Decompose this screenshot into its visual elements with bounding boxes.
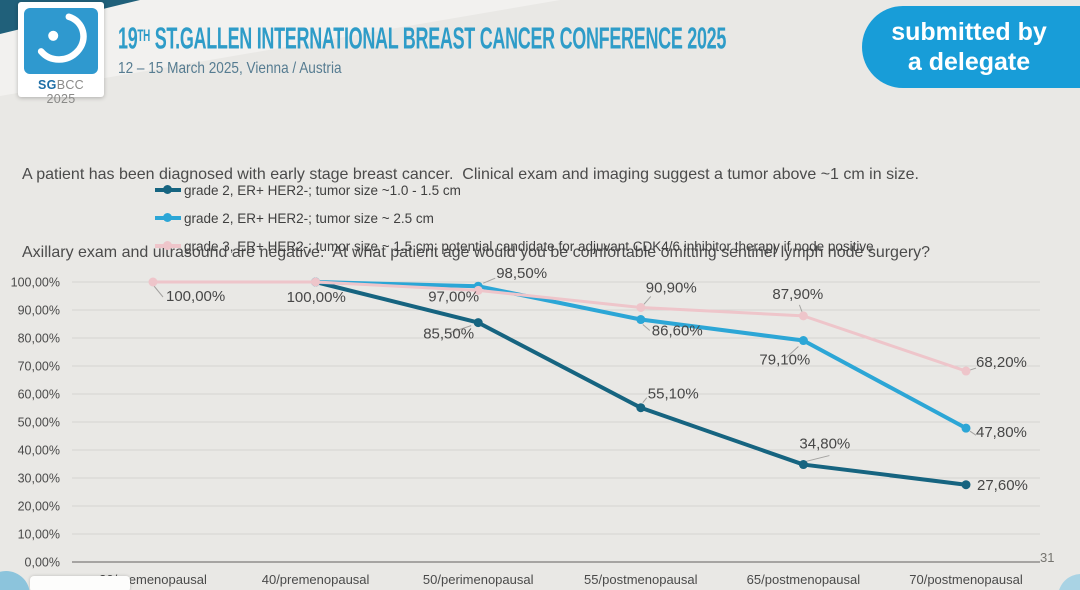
data-point-label: 87,90%: [772, 286, 823, 303]
legend-item: grade 2, ER+ HER2-; tumor size ~ 2.5 cm: [155, 204, 874, 232]
breast-ribbon-icon: [37, 13, 87, 63]
bottom-left-card: [30, 576, 130, 590]
data-point: [798, 460, 808, 470]
data-point: [473, 318, 483, 328]
data-point: [636, 315, 646, 325]
data-point: [473, 285, 483, 295]
x-axis-category-label: 40/premenopausal: [262, 572, 370, 587]
data-point: [148, 277, 158, 287]
data-point-label: 100,00%: [166, 288, 225, 305]
data-point-label: 55,10%: [648, 386, 699, 403]
legend-label: grade 2, ER+ HER2-; tumor size ~1.0 - 1.…: [184, 182, 461, 198]
question-line1: A patient has been diagnosed with early …: [22, 166, 919, 183]
data-point-label: 97,00%: [428, 288, 479, 305]
question-text: A patient has been diagnosed with early …: [22, 110, 1067, 318]
sgbcc-logo-card: SGBCC 2025: [18, 2, 104, 106]
y-axis-tick-label: 60,00%: [18, 388, 60, 402]
data-point-label: 47,80%: [976, 424, 1027, 441]
logo-rest: BCC 2025: [46, 78, 84, 106]
label-leader-line: [483, 277, 496, 284]
y-axis-tick-label: 70,00%: [18, 360, 60, 374]
logo-caption: SGBCC 2025: [24, 78, 98, 106]
y-axis-tick-label: 80,00%: [18, 332, 60, 346]
data-point: [311, 277, 321, 287]
data-point: [961, 423, 971, 433]
label-leader-line: [642, 397, 648, 404]
label-leader-line: [969, 430, 977, 436]
label-leader-line: [643, 296, 652, 305]
series-line: [315, 280, 967, 487]
label-leader-line: [153, 285, 164, 298]
legend-marker-icon: [155, 213, 181, 223]
label-leader-line: [786, 346, 799, 358]
legend-label: grade 3, ER+ HER2-; tumor size ~ 1.5 cm;…: [184, 238, 874, 254]
data-point: [636, 403, 646, 413]
logo-sg: SG: [38, 78, 57, 92]
data-point-label: 34,80%: [799, 436, 850, 453]
label-leader-line: [450, 325, 472, 334]
y-axis-tick-label: 50,00%: [18, 416, 60, 430]
x-axis-category-label: 70/postmenopausal: [909, 572, 1023, 587]
y-axis-tick-label: 0,00%: [25, 556, 60, 570]
header-titles: 19TH ST.GALLEN INTERNATIONAL BREAST CANC…: [118, 21, 1080, 78]
y-axis-tick-label: 100,00%: [11, 276, 60, 290]
data-point-label: 98,50%: [496, 265, 547, 282]
y-axis-tick-label: 30,00%: [18, 472, 60, 486]
label-leader-line: [798, 304, 803, 314]
conference-subtitle: 12 – 15 March 2025, Vienna / Austria: [118, 59, 342, 77]
y-axis-tick-label: 10,00%: [18, 528, 60, 542]
data-point-label: 27,60%: [977, 477, 1028, 494]
label-leader-line: [642, 324, 651, 331]
label-leader-line: [969, 367, 977, 371]
data-point-label: 100,00%: [287, 289, 346, 306]
logo-square: [24, 8, 98, 74]
legend-marker-icon: [155, 185, 181, 195]
data-point: [798, 336, 808, 346]
submitted-badge: submitted by a delegate: [862, 6, 1080, 88]
x-axis-category-label: 55/postmenopausal: [584, 572, 698, 587]
legend-item: grade 3, ER+ HER2-; tumor size ~ 1.5 cm;…: [155, 232, 874, 260]
y-axis-tick-label: 40,00%: [18, 444, 60, 458]
legend-item: grade 2, ER+ HER2-; tumor size ~1.0 - 1.…: [155, 176, 874, 204]
data-point-label: 68,20%: [976, 354, 1027, 371]
data-point-label: 86,60%: [652, 323, 703, 340]
data-point: [798, 311, 808, 321]
conference-title: 19TH ST.GALLEN INTERNATIONAL BREAST CANC…: [118, 20, 727, 56]
badge-line2: a delegate: [907, 48, 1031, 76]
page-number: 31: [1040, 550, 1055, 565]
title-superscript: TH: [137, 26, 151, 45]
data-point: [961, 366, 971, 376]
series-grade3-tumor-1.5cm-cdk46: 100,00% 97,00% 90,90% 87,90% 68,20%: [148, 277, 1027, 376]
chart-legend: grade 2, ER+ HER2-; tumor size ~1.0 - 1.…: [155, 176, 874, 260]
series-grade2-tumor-2.5cm: 98,50% 86,60% 79,10% 47,80%: [311, 265, 1027, 441]
badge-line1: submitted by: [891, 18, 1047, 46]
data-point: [961, 480, 971, 490]
data-point-label: 90,90%: [646, 279, 697, 296]
y-axis-tick-label: 20,00%: [18, 500, 60, 514]
data-point-label: 79,10%: [759, 352, 810, 369]
question-line2: Axillary exam and ultrasound are negativ…: [22, 244, 931, 261]
x-axis-category-label: 65/postmenopausal: [747, 572, 861, 587]
data-point-label: 85,50%: [423, 326, 474, 343]
series-line: [153, 280, 967, 373]
label-leader-line: [805, 455, 830, 463]
data-point: [636, 302, 646, 312]
legend-label: grade 2, ER+ HER2-; tumor size ~ 2.5 cm: [184, 210, 434, 226]
y-axis-tick-label: 90,00%: [18, 304, 60, 318]
legend-marker-icon: [155, 241, 181, 251]
x-axis-category-label: 50/perimenopausal: [423, 572, 534, 587]
